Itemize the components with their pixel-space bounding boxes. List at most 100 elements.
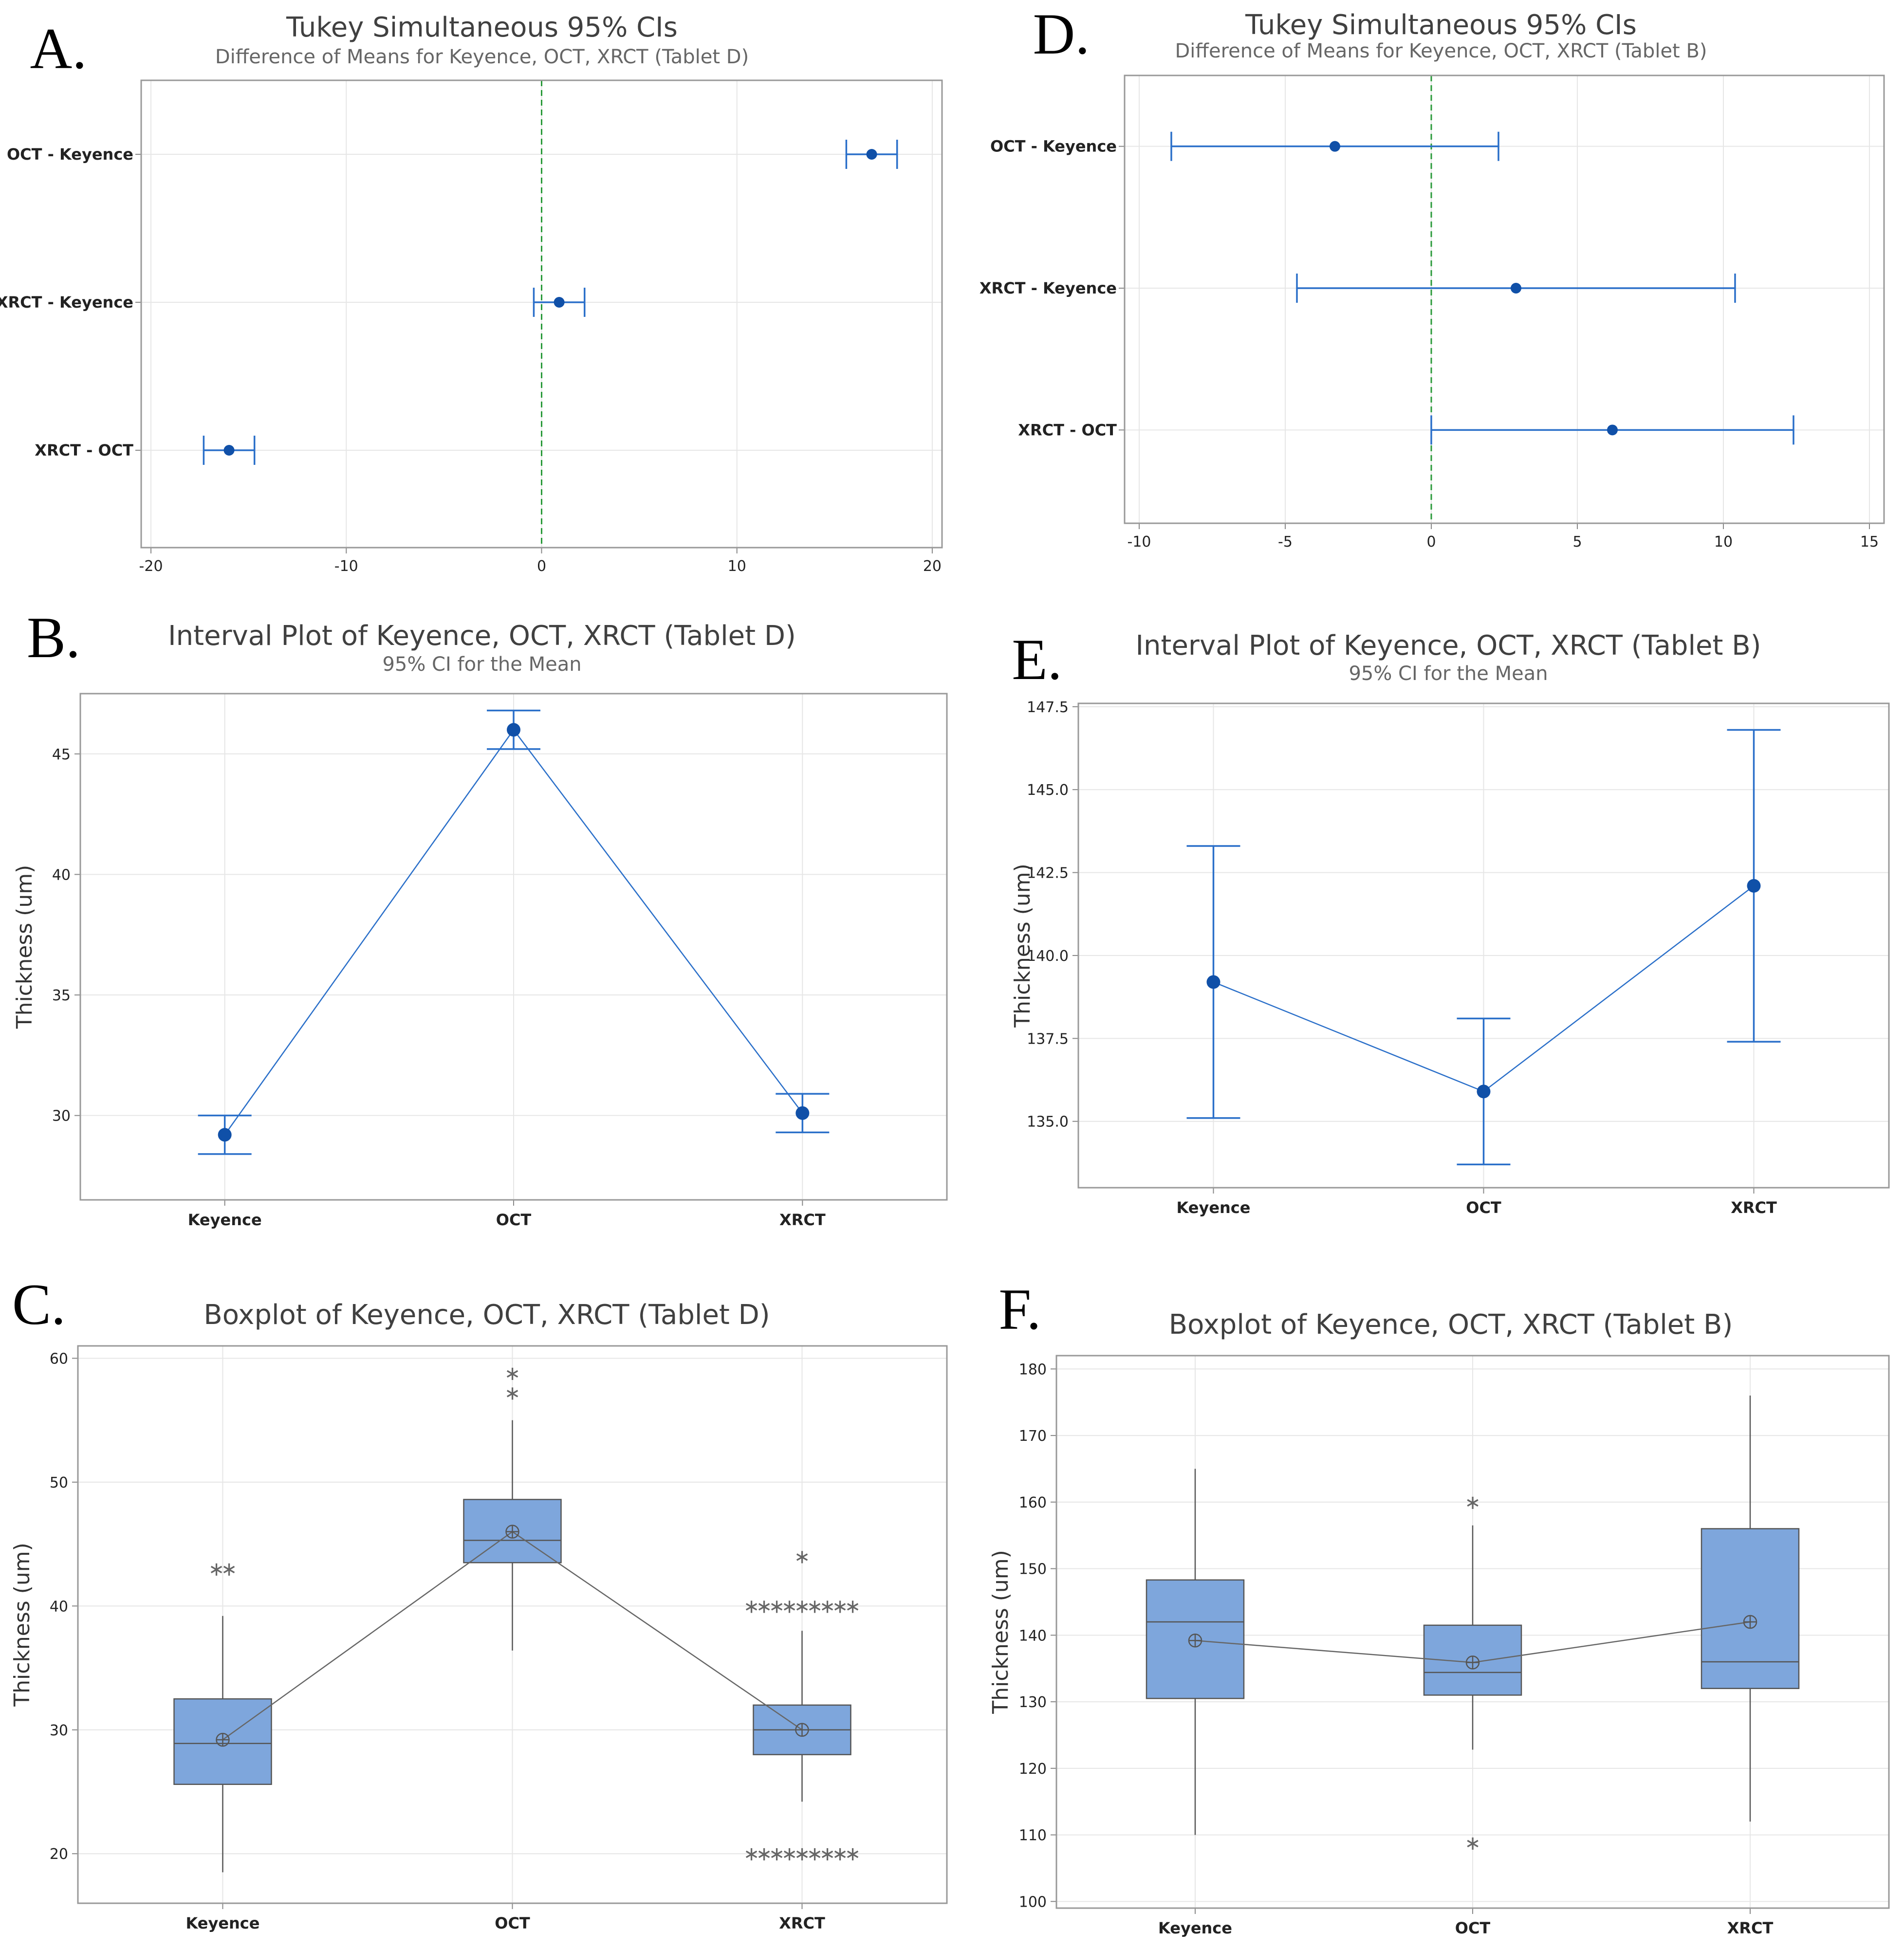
- chart-title: Interval Plot of Keyence, OCT, XRCT (Tab…: [1136, 630, 1761, 662]
- mean-symbol: [1465, 1655, 1480, 1670]
- chart-title: Boxplot of Keyence, OCT, XRCT (Tablet B): [1169, 1309, 1733, 1341]
- mean-symbol: [1188, 1634, 1202, 1648]
- y-tick-label: 20: [50, 1846, 68, 1863]
- x-category-label: XRCT: [1731, 1198, 1777, 1217]
- mean-symbol: [1743, 1615, 1757, 1629]
- y-axis-label: Thickness (um): [12, 865, 37, 1030]
- outlier-asterisk: ∗: [781, 1843, 798, 1865]
- interval-bar: [776, 1093, 830, 1134]
- ci-row: OCT - Keyence: [7, 140, 898, 169]
- chart-title: Tukey Simultaneous 95% CIs: [1245, 9, 1637, 41]
- x-tick-label: -20: [139, 558, 163, 575]
- y-tick-label: 60: [50, 1350, 68, 1367]
- outlier-asterisk: ∗: [208, 1558, 225, 1581]
- y-tick-label: 50: [50, 1474, 68, 1491]
- y-tick-label: 130: [1019, 1694, 1047, 1711]
- outlier-asterisk: ∗: [807, 1595, 823, 1618]
- mean-point: [1206, 975, 1220, 989]
- y-tick-label: 100: [1019, 1894, 1047, 1911]
- mean-point: [223, 445, 235, 456]
- y-tick-label: 180: [1019, 1361, 1047, 1378]
- y-axis-label: Thickness (um): [10, 1543, 35, 1707]
- outlier-asterisk: ∗: [845, 1843, 861, 1865]
- panel-letter: C.: [12, 1272, 66, 1337]
- y-tick-label: 137.5: [1027, 1030, 1069, 1048]
- plot-area: 135.0 137.5 140.0 142.5 145.0 147.5 Keyence OCT…: [1010, 699, 1890, 1217]
- outlier-asterisk: ∗: [794, 1595, 811, 1618]
- row-label: OCT - Keyence: [990, 137, 1117, 156]
- row-label: XRCT - OCT: [1018, 421, 1117, 439]
- plot-frame: [140, 79, 943, 549]
- outlier-asterisk: ∗: [794, 1843, 811, 1865]
- outlier-asterisk: ∗: [504, 1382, 521, 1405]
- y-tick-label: 135.0: [1027, 1114, 1069, 1131]
- x-tick-label: 10: [728, 558, 746, 575]
- outlier-asterisk: ∗: [781, 1595, 798, 1618]
- outlier-asterisk: ∗: [769, 1595, 785, 1618]
- outlier-asterisk: ∗: [845, 1595, 861, 1618]
- x-tick-label: 10: [1714, 533, 1733, 551]
- row-label: OCT - Keyence: [7, 145, 133, 164]
- mean-point: [795, 1106, 810, 1120]
- mean-point: [1477, 1085, 1491, 1099]
- y-tick-label: 147.5: [1027, 699, 1069, 716]
- outlier-asterisk: ∗: [769, 1843, 785, 1865]
- mean-symbol: [216, 1732, 230, 1747]
- y-tick-label: 160: [1019, 1494, 1047, 1511]
- interval-bar: [198, 1114, 252, 1155]
- mean-point: [1747, 879, 1761, 893]
- mean-point: [507, 723, 520, 737]
- iqr-box: [1701, 1528, 1800, 1689]
- plot-area: -20 -10 0 10 20 OCT - Keyence XRCT - Keyence XR…: [0, 79, 943, 575]
- box-keyence: [1146, 1469, 1245, 1835]
- chart-title: Boxplot of Keyence, OCT, XRCT (Tablet D): [203, 1299, 770, 1331]
- y-tick-label: 140.0: [1027, 948, 1069, 965]
- mean-point: [1607, 424, 1618, 436]
- outlier-marker: ∗: [794, 1546, 811, 1568]
- outlier-marker: ∗∗: [208, 1558, 238, 1581]
- x-category-label: XRCT: [1727, 1919, 1774, 1937]
- outlier-asterisk: ∗: [819, 1595, 836, 1618]
- panel-letter: B.: [27, 605, 80, 670]
- plot-area: -10 -5 0 5 10 15 OCT - Keyence XRCT - Keyence XR…: [980, 74, 1885, 551]
- x-category-label: OCT: [1455, 1919, 1491, 1937]
- outlier-asterisk: ∗: [1464, 1832, 1481, 1855]
- y-tick-label: 120: [1019, 1761, 1047, 1778]
- outlier-asterisk: ∗: [807, 1843, 823, 1865]
- plot-area: 100 110 120 130 140 150 160 170 180 Keyence OCT XRC…: [988, 1355, 1890, 1937]
- chart-subtitle: 95% CI for the Mean: [382, 653, 581, 676]
- x-category-label: XRCT: [779, 1914, 825, 1932]
- ci-row: XRCT - OCT: [1018, 415, 1794, 445]
- mean-point: [1330, 141, 1340, 152]
- x-tick-label: -5: [1278, 533, 1293, 551]
- outlier-marker: ∗: [1464, 1832, 1481, 1855]
- interval-bar: [1457, 1017, 1511, 1166]
- mean-symbol: [795, 1723, 809, 1737]
- mean-point: [866, 149, 877, 160]
- interval-bar: [1727, 729, 1781, 1043]
- panel-E: E. Interval Plot of Keyence, OCT, XRCT (T…: [1010, 627, 1890, 1217]
- chart-title: Tukey Simultaneous 95% CIs: [286, 12, 678, 43]
- x-tick-label: 0: [537, 558, 546, 575]
- mean-symbol: [505, 1525, 519, 1539]
- panel-letter: F.: [998, 1277, 1041, 1342]
- x-category-label: Keyence: [1177, 1198, 1251, 1217]
- chart-subtitle: Difference of Means for Keyence, OCT, XR…: [1175, 40, 1707, 62]
- y-tick-label: 142.5: [1027, 865, 1069, 882]
- x-tick-label: 5: [1572, 533, 1582, 551]
- outlier-asterisk: ∗: [504, 1362, 521, 1385]
- y-tick-label: 45: [52, 746, 71, 763]
- outlier-marker: ∗: [504, 1362, 521, 1385]
- x-category-label: Keyence: [186, 1914, 260, 1932]
- x-tick-label: 0: [1426, 533, 1436, 551]
- panel-letter: E.: [1012, 627, 1062, 692]
- x-category-label: XRCT: [779, 1211, 826, 1229]
- outlier-asterisk: ∗: [756, 1595, 773, 1618]
- x-category-label: OCT: [1466, 1198, 1501, 1217]
- x-tick-label: 20: [923, 558, 942, 575]
- outlier-marker: ∗∗∗∗∗∗∗∗∗: [743, 1595, 861, 1618]
- ci-row: XRCT - Keyence: [980, 274, 1736, 303]
- y-tick-label: 40: [52, 866, 71, 883]
